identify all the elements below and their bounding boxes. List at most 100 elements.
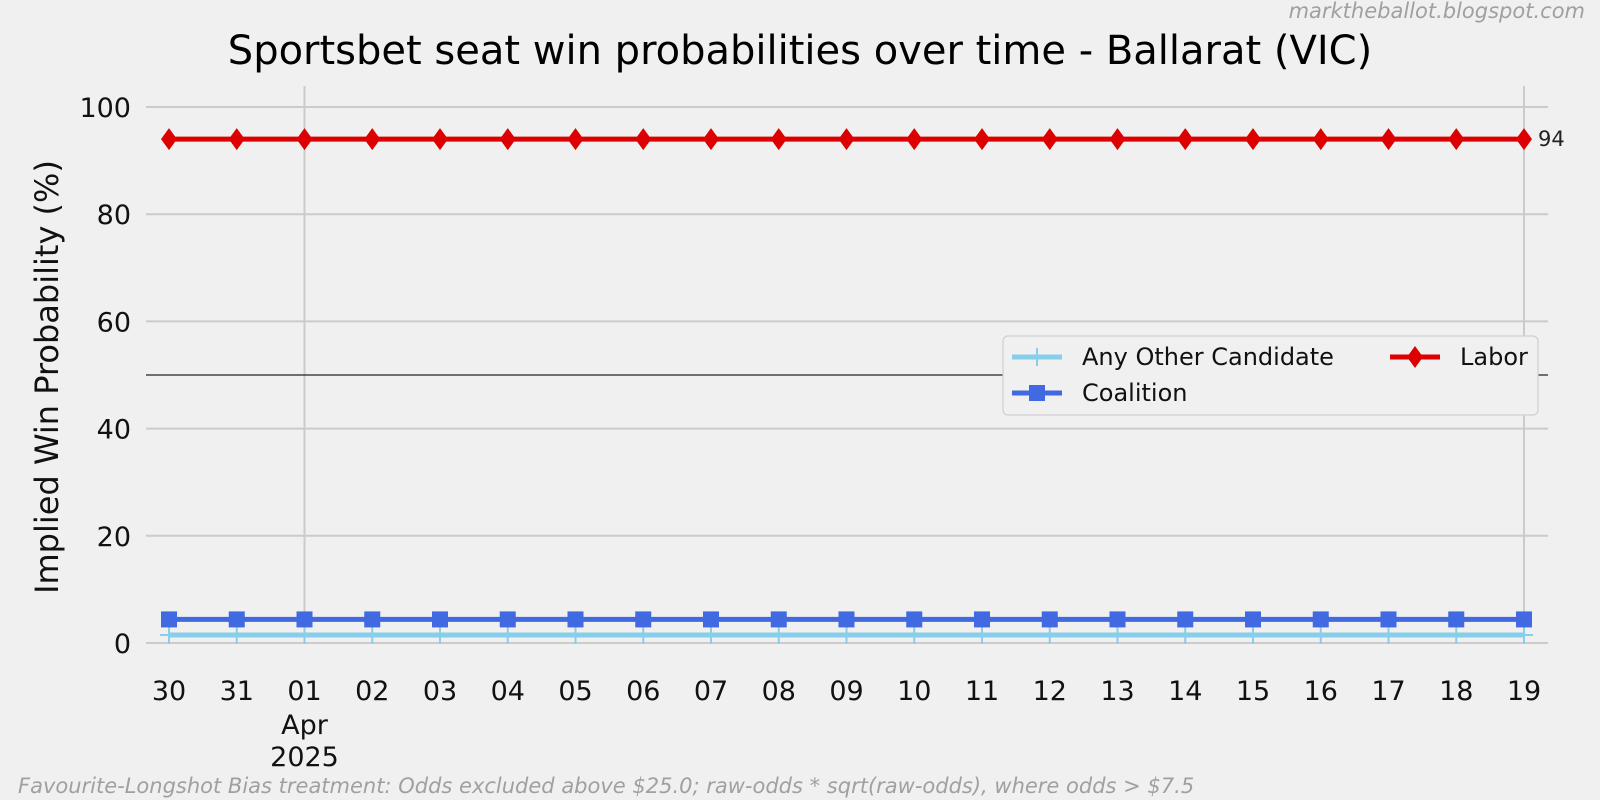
legend-label-coalition: Coalition: [1082, 379, 1187, 407]
data-point-labor: [838, 128, 855, 151]
data-point-coalition: [228, 611, 245, 628]
data-point-labor: [432, 128, 448, 151]
data-point-coalition: [1516, 611, 1532, 628]
data-point-any-other-candidate: [973, 625, 991, 644]
legend-label-any-other-candidate: Any Other Candidate: [1082, 343, 1334, 371]
legend-marker-any-other-candidate: [1028, 348, 1046, 366]
y-tick-label: 0: [114, 629, 131, 660]
series-group: [160, 128, 1533, 644]
data-point-any-other-candidate: [498, 625, 517, 644]
data-point-labor: [499, 128, 516, 151]
x-tick-label: 01: [287, 676, 321, 707]
data-point-coalition: [1380, 611, 1397, 628]
data-point-coalition: [770, 611, 787, 628]
data-point-any-other-candidate: [1108, 625, 1127, 644]
data-point-any-other-candidate: [1176, 625, 1195, 644]
data-point-coalition: [161, 611, 177, 628]
y-tick-label: 60: [97, 307, 131, 338]
data-point-coalition: [1041, 611, 1058, 628]
data-point-coalition: [1312, 611, 1329, 628]
data-point-coalition: [364, 611, 381, 628]
data-point-any-other-candidate: [769, 625, 788, 644]
data-point-labor: [1312, 128, 1329, 151]
data-point-coalition: [974, 611, 990, 628]
end-value-label: 94: [1538, 127, 1565, 151]
data-point-coalition: [499, 611, 516, 628]
data-point-any-other-candidate: [1379, 625, 1398, 644]
legend-item-labor: Labor: [1390, 343, 1528, 371]
x-tick-label: 13: [1100, 676, 1134, 707]
watermark: marktheballot.blogspot.com: [1289, 0, 1585, 23]
x-tick-label: 15: [1236, 676, 1270, 707]
x-tick-year-label: 2025: [270, 742, 339, 773]
data-point-labor: [635, 128, 652, 151]
x-tick-label: 06: [626, 676, 660, 707]
data-point-coalition: [1109, 611, 1126, 628]
x-tick-label: 31: [220, 676, 254, 707]
footnote: Favourite-Longshot Bias treatment: Odds …: [18, 774, 1194, 798]
data-point-labor: [703, 128, 719, 151]
legend-item-any-other-candidate: Any Other Candidate: [1012, 343, 1334, 371]
data-point-labor: [1380, 128, 1397, 151]
x-tick-labels: 30 31 01 02 03 04 05 06 07 08 09 10 11 12 13 14 15 16 17 18…: [152, 676, 1541, 773]
legend-label-labor: Labor: [1460, 343, 1528, 371]
data-point-labor: [770, 128, 787, 151]
data-point-labor: [161, 128, 177, 151]
data-point-any-other-candidate: [905, 625, 924, 644]
x-tick-label: 03: [423, 676, 457, 707]
data-point-labor: [1448, 128, 1465, 151]
data-point-coalition: [567, 611, 584, 628]
y-tick-labels: 0 20 40 60 80 100: [79, 93, 131, 660]
x-tick-label: 17: [1371, 676, 1405, 707]
data-point-labor: [906, 128, 923, 151]
data-point-labor: [1041, 128, 1058, 151]
data-point-any-other-candidate: [431, 625, 449, 644]
data-point-any-other-candidate: [702, 625, 720, 644]
x-tick-label: 04: [491, 676, 525, 707]
data-point-any-other-candidate: [1311, 625, 1330, 644]
data-point-labor: [974, 128, 990, 151]
data-point-any-other-candidate: [566, 625, 585, 644]
x-tick-label: 09: [829, 676, 863, 707]
data-point-coalition: [703, 611, 719, 628]
x-tick-label: 30: [152, 676, 186, 707]
x-tick-label: 18: [1439, 676, 1473, 707]
x-tick-label: 02: [355, 676, 389, 707]
x-tick-label: 16: [1304, 676, 1338, 707]
data-point-any-other-candidate: [363, 625, 382, 644]
data-point-coalition: [838, 611, 855, 628]
data-point-any-other-candidate: [1515, 625, 1533, 644]
data-point-coalition: [1448, 611, 1465, 628]
x-tick-label: 12: [1033, 676, 1067, 707]
data-point-any-other-candidate: [295, 625, 314, 644]
data-point-labor: [228, 128, 245, 151]
data-point-coalition: [906, 611, 923, 628]
legend-marker-labor: [1407, 346, 1423, 368]
data-point-labor: [1245, 128, 1261, 151]
data-point-any-other-candidate: [634, 625, 653, 644]
y-tick-label: 20: [97, 522, 131, 553]
grid: [146, 86, 1548, 644]
data-point-any-other-candidate: [1244, 625, 1262, 644]
x-tick-label: 19: [1507, 676, 1541, 707]
chart-title: Sportsbet seat win probabilities over ti…: [228, 28, 1372, 74]
data-point-coalition: [432, 611, 448, 628]
series-any-other-candidate: [160, 625, 1533, 644]
data-point-labor: [1516, 128, 1532, 151]
y-tick-label: 40: [97, 415, 131, 446]
legend: Any Other Candidate Coalition Labor: [1002, 335, 1539, 416]
data-point-labor: [296, 128, 313, 151]
data-point-coalition: [1177, 611, 1194, 628]
legend-marker-coalition: [1029, 385, 1045, 401]
data-point-any-other-candidate: [160, 625, 178, 644]
x-tick-label: 08: [762, 676, 796, 707]
data-point-coalition: [635, 611, 652, 628]
x-tick-label: 14: [1168, 676, 1202, 707]
data-point-labor: [567, 128, 584, 151]
x-tick-label: 11: [965, 676, 999, 707]
x-tick-label: 10: [897, 676, 931, 707]
data-point-labor: [1109, 128, 1126, 151]
x-tick-month-label: Apr: [281, 710, 329, 741]
data-point-labor: [1177, 128, 1194, 151]
